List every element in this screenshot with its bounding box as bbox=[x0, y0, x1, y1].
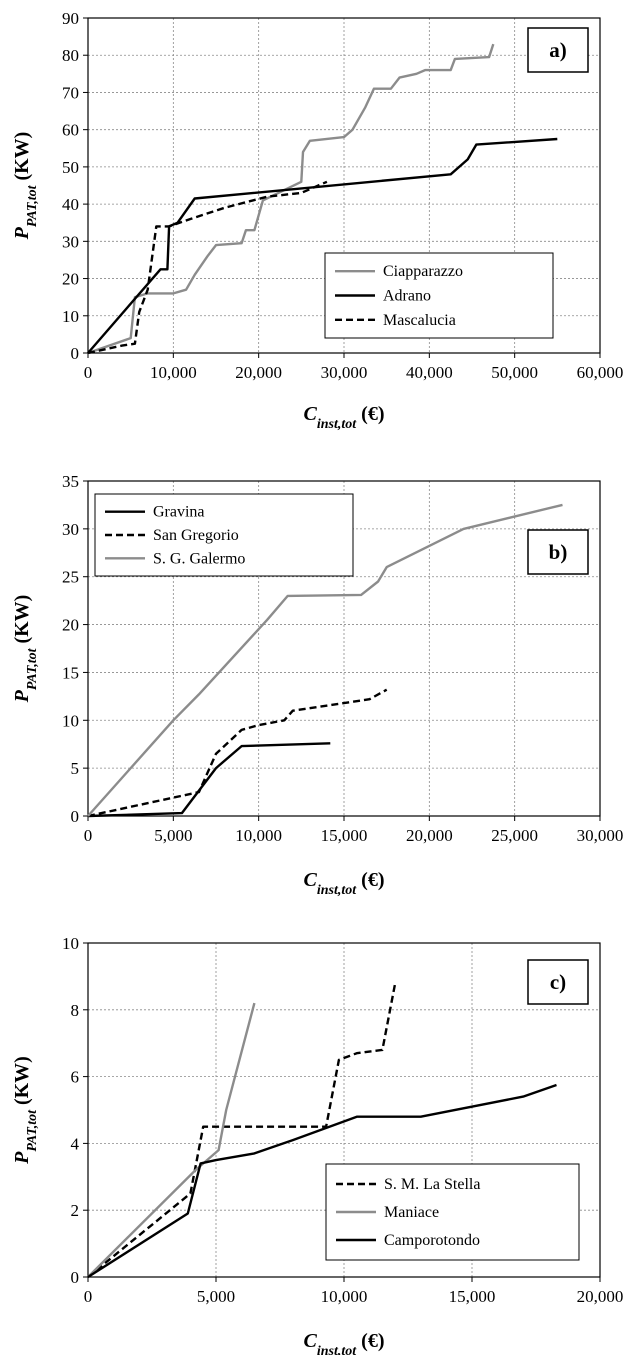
y-tick-label: 35 bbox=[62, 472, 79, 491]
x-tick-label: 5,000 bbox=[197, 1287, 235, 1306]
series-line-s-g-galermo bbox=[87, 503, 563, 817]
x-tick-label: 0 bbox=[84, 1287, 93, 1306]
y-tick-label: 10 bbox=[62, 307, 79, 326]
y-tick-label: 2 bbox=[71, 1201, 80, 1220]
x-axis-title: Cinst,tot (€) bbox=[304, 403, 385, 432]
y-tick-label: 0 bbox=[71, 344, 80, 363]
x-tick-label: 20,000 bbox=[406, 826, 453, 845]
y-tick-label: 5 bbox=[71, 759, 80, 778]
chart-panel-c: 0 5,000 10,000 15,000 20,000 0 2 4 6 8 10 S. M. La … bbox=[11, 934, 623, 1355]
x-axis-title: Cinst,tot (€) bbox=[304, 1330, 385, 1355]
legend-label: Mascalucia bbox=[383, 312, 456, 329]
panel-tag-box bbox=[527, 27, 589, 73]
y-axis-title: PPAT,tot (KW) bbox=[11, 1056, 40, 1165]
series-line-mascalucia bbox=[87, 180, 328, 355]
panel-tag-box bbox=[527, 959, 589, 1005]
y-tick-label: 90 bbox=[62, 9, 79, 28]
y-tick-label: 50 bbox=[62, 158, 79, 177]
legend: Gravina San Gregorio S. G. Galermo bbox=[94, 493, 354, 577]
legend-label: S. M. La Stella bbox=[384, 1176, 480, 1193]
y-tick-label: 0 bbox=[71, 807, 80, 826]
x-tick-label: 20,000 bbox=[577, 1287, 624, 1306]
series-line-san-gregorio bbox=[87, 688, 388, 818]
x-tick-label: 0 bbox=[84, 363, 93, 382]
y-tick-label: 8 bbox=[71, 1001, 80, 1020]
legend-label: Ciapparazzo bbox=[383, 263, 463, 280]
y-axis-title: PPAT,tot (KW) bbox=[11, 595, 40, 704]
y-tick-label: 30 bbox=[62, 232, 79, 251]
x-tick-label: 25,000 bbox=[491, 826, 538, 845]
y-tick-label: 6 bbox=[71, 1068, 80, 1087]
y-axis-title: PPAT,tot (KW) bbox=[11, 132, 40, 241]
x-tick-label: 20,000 bbox=[235, 363, 282, 382]
y-tick-label: 15 bbox=[62, 663, 79, 682]
y-tick-label: 40 bbox=[62, 195, 79, 214]
panel-tag-label: a) bbox=[549, 38, 567, 62]
legend-label: S. G. Galermo bbox=[153, 550, 245, 567]
x-tick-label: 5,000 bbox=[154, 826, 192, 845]
x-tick-label: 30,000 bbox=[577, 826, 624, 845]
x-tick-label: 10,000 bbox=[321, 1287, 368, 1306]
y-tick-label: 80 bbox=[62, 46, 79, 65]
x-tick-label: 60,000 bbox=[577, 363, 624, 382]
series-line-camporotondo bbox=[87, 1083, 557, 1279]
series-line-s-m-la-stella bbox=[87, 982, 397, 1278]
y-tick-label: 30 bbox=[62, 520, 79, 539]
legend-label: San Gregorio bbox=[153, 527, 239, 544]
series-line-maniace bbox=[87, 1002, 256, 1278]
x-tick-label: 10,000 bbox=[150, 363, 197, 382]
x-tick-label: 30,000 bbox=[321, 363, 368, 382]
panel-tag-label: b) bbox=[549, 540, 568, 564]
y-tick-label: 10 bbox=[62, 711, 79, 730]
y-tick-label: 4 bbox=[71, 1134, 80, 1153]
x-tick-label: 40,000 bbox=[406, 363, 453, 382]
chart-panel-b: 0 5,000 10,000 15,000 20,000 25,000 30,000 0 5 10… bbox=[11, 472, 623, 898]
legend: S. M. La Stella Maniace Camporotondo bbox=[325, 1163, 580, 1261]
panel-tag-label: c) bbox=[550, 970, 566, 994]
y-tick-label: 10 bbox=[62, 934, 79, 953]
x-axis-title: Cinst,tot (€) bbox=[304, 869, 385, 898]
series-line-adrano bbox=[87, 137, 558, 354]
y-tick-label: 70 bbox=[62, 83, 79, 102]
panel-tag-box bbox=[527, 529, 589, 575]
legend-label: Camporotondo bbox=[384, 1232, 480, 1249]
y-tick-label: 60 bbox=[62, 121, 79, 140]
series-line-gravina bbox=[87, 742, 331, 818]
y-tick-label: 25 bbox=[62, 568, 79, 587]
y-tick-label: 20 bbox=[62, 616, 79, 635]
legend-label: Gravina bbox=[153, 504, 205, 521]
x-tick-label: 15,000 bbox=[449, 1287, 496, 1306]
x-tick-label: 0 bbox=[84, 826, 93, 845]
legend-label: Maniace bbox=[384, 1204, 439, 1221]
series-line-ciapparazzo bbox=[87, 43, 495, 355]
y-tick-label: 20 bbox=[62, 270, 79, 289]
legend: Ciapparazzo Adrano Mascalucia bbox=[324, 252, 554, 339]
y-tick-label: 0 bbox=[71, 1268, 80, 1287]
x-tick-label: 15,000 bbox=[321, 826, 368, 845]
x-tick-label: 50,000 bbox=[491, 363, 538, 382]
legend-label: Adrano bbox=[383, 288, 431, 305]
chart-panel-a: 0 10,000 20,000 30,000 40,000 50,000 60,000 0 10… bbox=[11, 9, 623, 432]
x-tick-label: 10,000 bbox=[235, 826, 282, 845]
